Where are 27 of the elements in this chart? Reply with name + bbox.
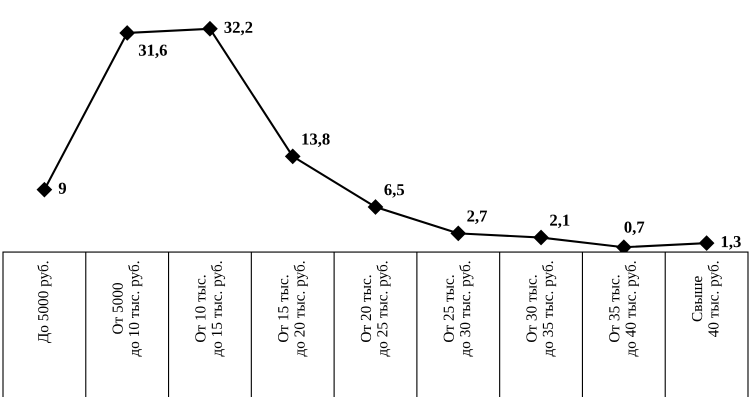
x-tick-label: До 5000 руб. <box>37 261 52 344</box>
x-tick-label: От 10 тыс. до 15 тыс. руб. <box>195 261 226 357</box>
x-tick-label: От 35 тыс. до 40 тыс. руб. <box>609 261 639 357</box>
point <box>699 236 714 251</box>
point <box>285 148 300 164</box>
data-label: 2,1 <box>550 214 570 228</box>
data-label: 2,7 <box>467 210 488 224</box>
point <box>368 199 384 215</box>
point <box>120 25 135 41</box>
data-label: 31,6 <box>138 44 167 58</box>
x-tick-label: От 25 тыс. до 30 тыс. руб. <box>444 261 474 357</box>
point <box>450 226 466 241</box>
data-label: 6,5 <box>384 184 404 198</box>
x-tick-label: От 30 тыс. до 35 тыс. руб. <box>526 261 556 357</box>
point <box>616 240 632 252</box>
x-tick-label: От 5000 до 10 тыс. руб. <box>112 261 142 357</box>
x-tick-label: От 20 тыс. до 25 тыс. руб. <box>360 261 391 357</box>
x-tick-label: От 15 тыс. до 20 тыс. руб. <box>278 261 308 357</box>
data-label: 13,8 <box>302 133 330 148</box>
data-label: 1,3 <box>722 236 741 250</box>
point <box>533 230 549 246</box>
point <box>202 21 218 36</box>
point <box>36 182 52 198</box>
data-label: 9 <box>58 182 66 194</box>
data-label: 0,7 <box>624 221 644 236</box>
data-label: 32,2 <box>224 22 252 36</box>
x-tick-label: Свыше 40 тыс. руб. <box>692 261 722 338</box>
